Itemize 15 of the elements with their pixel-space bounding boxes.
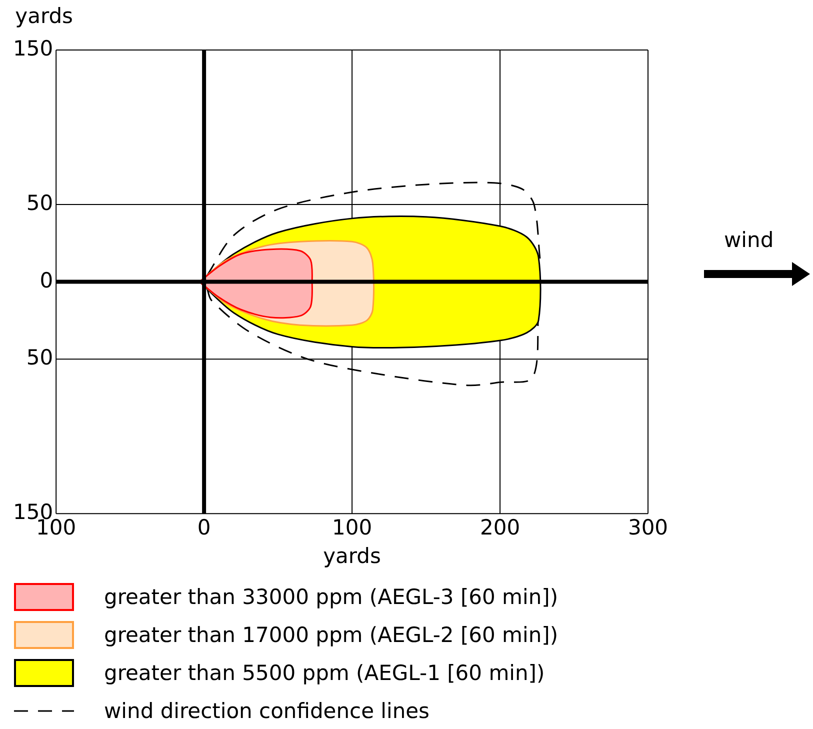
- y-tick-label: 50: [26, 346, 54, 370]
- legend-label: greater than 17000 ppm (AEGL-2 [60 min]): [104, 623, 558, 647]
- x-axis-title: yards: [323, 544, 381, 568]
- x-tick-label: 200: [480, 516, 520, 540]
- x-tick-label: 100: [332, 516, 372, 540]
- y-tick-label: 150: [12, 36, 54, 60]
- y-tick-label: 50: [26, 190, 54, 215]
- y-tick-label: 0: [40, 268, 54, 292]
- x-tick-label: 300: [628, 516, 668, 540]
- y-axis-title: yards: [15, 4, 74, 28]
- legend-label: greater than 33000 ppm (AEGL-3 [60 min]): [104, 585, 558, 609]
- legend-label: wind direction confidence lines: [104, 699, 430, 723]
- legend-label: greater than 5500 ppm (AEGL-1 [60 min]): [104, 661, 545, 685]
- x-tick-label: 0: [197, 516, 211, 540]
- text: wind: [724, 228, 774, 252]
